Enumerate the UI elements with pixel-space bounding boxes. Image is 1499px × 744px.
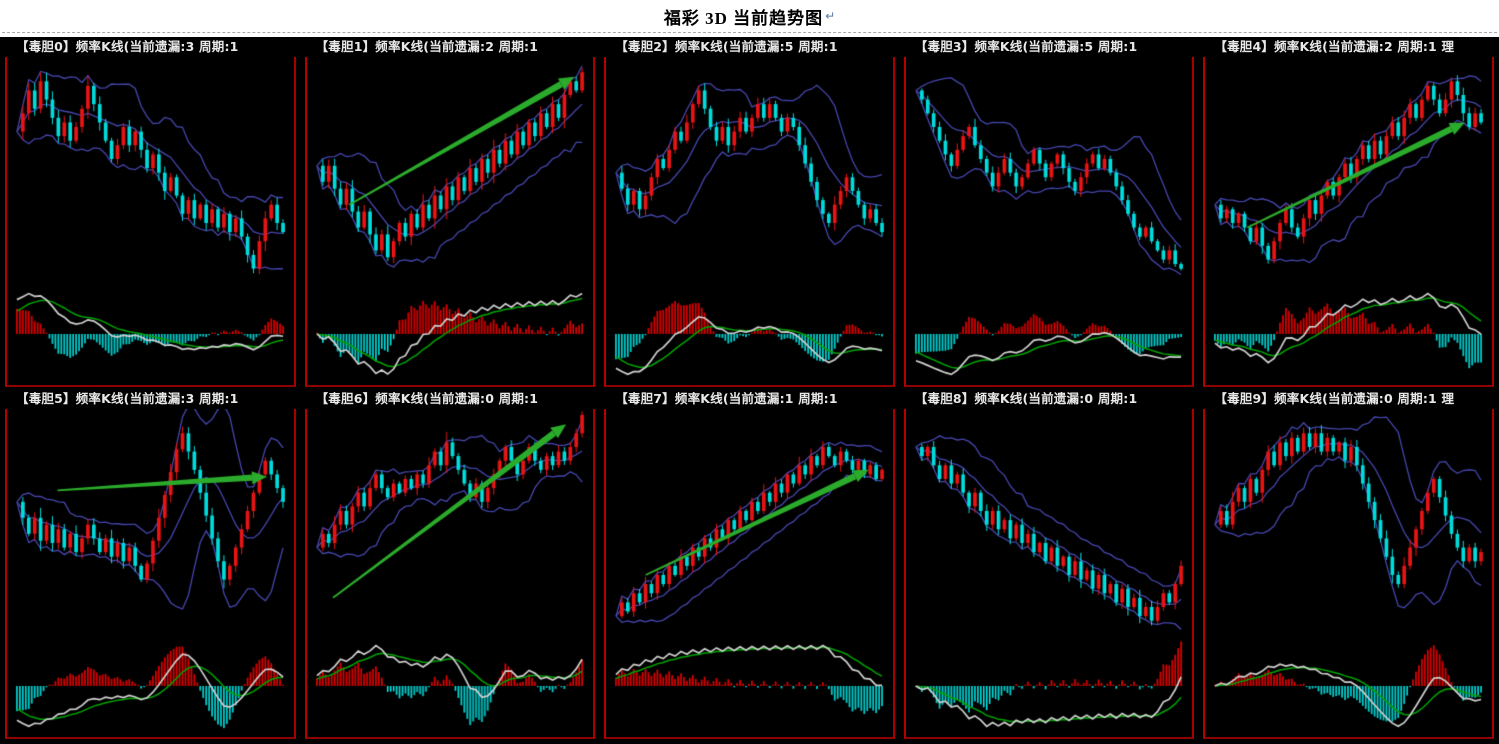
panel-chart-area <box>604 57 895 387</box>
panel-chart-area <box>5 409 296 739</box>
panel-title: 【毒胆4】频率K线(当前遗漏:2 周期:1 理 <box>1214 39 1455 54</box>
kline-chart-canvas <box>905 57 1193 385</box>
chart-panel-6: 【毒胆6】频率K线(当前遗漏:0 周期:1 <box>304 391 596 739</box>
page-title: 福彩 3D 当前趋势图 <box>663 8 824 28</box>
charts-grid: 【毒胆0】频率K线(当前遗漏:3 周期:1 【毒胆1】频率K线(当前遗漏:2 周… <box>0 37 1499 744</box>
panel-chart-area <box>903 409 1195 739</box>
panel-title: 【毒胆7】频率K线(当前遗漏:1 周期:1 <box>615 391 838 406</box>
kline-chart-canvas <box>905 409 1193 737</box>
kline-chart-canvas <box>606 57 893 385</box>
header: 福彩 3D 当前趋势图 ↵ <box>0 0 1499 32</box>
chart-panel-1: 【毒胆1】频率K线(当前遗漏:2 周期:1 <box>304 39 596 387</box>
chart-panel-7: 【毒胆7】频率K线(当前遗漏:1 周期:1 <box>604 391 895 739</box>
kline-chart-canvas <box>606 409 893 737</box>
panel-chart-area <box>5 57 296 387</box>
panel-title: 【毒胆3】频率K线(当前遗漏:5 周期:1 <box>914 39 1138 54</box>
panel-title: 【毒胆8】频率K线(当前遗漏:0 周期:1 <box>914 391 1138 406</box>
chart-panel-0: 【毒胆0】频率K线(当前遗漏:3 周期:1 <box>5 39 296 387</box>
panel-title: 【毒胆1】频率K线(当前遗漏:2 周期:1 <box>315 39 539 54</box>
kline-chart-canvas <box>7 57 294 385</box>
panel-chart-area <box>1203 57 1494 387</box>
chart-panel-8: 【毒胆8】频率K线(当前遗漏:0 周期:1 <box>903 391 1195 739</box>
panel-chart-area <box>304 409 596 739</box>
panel-chart-area <box>604 409 895 739</box>
chart-panel-5: 【毒胆5】频率K线(当前遗漏:3 周期:1 <box>5 391 296 739</box>
panel-title: 【毒胆5】频率K线(当前遗漏:3 周期:1 <box>16 391 239 406</box>
chart-panel-4: 【毒胆4】频率K线(当前遗漏:2 周期:1 理 <box>1203 39 1494 387</box>
panel-chart-area <box>1203 409 1494 739</box>
kline-chart-canvas <box>306 57 594 385</box>
chart-panel-9: 【毒胆9】频率K线(当前遗漏:0 周期:1 理 <box>1203 391 1494 739</box>
kline-chart-canvas <box>1205 57 1492 385</box>
kline-chart-canvas <box>7 409 294 737</box>
panel-title: 【毒胆6】频率K线(当前遗漏:0 周期:1 <box>315 391 539 406</box>
panel-chart-area <box>304 57 596 387</box>
panel-title: 【毒胆9】频率K线(当前遗漏:0 周期:1 理 <box>1214 391 1455 406</box>
return-mark-icon: ↵ <box>825 9 836 23</box>
header-divider <box>2 32 1497 33</box>
header-spacer <box>0 33 1499 37</box>
panel-title: 【毒胆0】频率K线(当前遗漏:3 周期:1 <box>16 39 239 54</box>
kline-chart-canvas <box>306 409 594 737</box>
chart-panel-2: 【毒胆2】频率K线(当前遗漏:5 周期:1 <box>604 39 895 387</box>
panel-chart-area <box>903 57 1195 387</box>
kline-chart-canvas <box>1205 409 1492 737</box>
panel-title: 【毒胆2】频率K线(当前遗漏:5 周期:1 <box>615 39 838 54</box>
chart-panel-3: 【毒胆3】频率K线(当前遗漏:5 周期:1 <box>903 39 1195 387</box>
